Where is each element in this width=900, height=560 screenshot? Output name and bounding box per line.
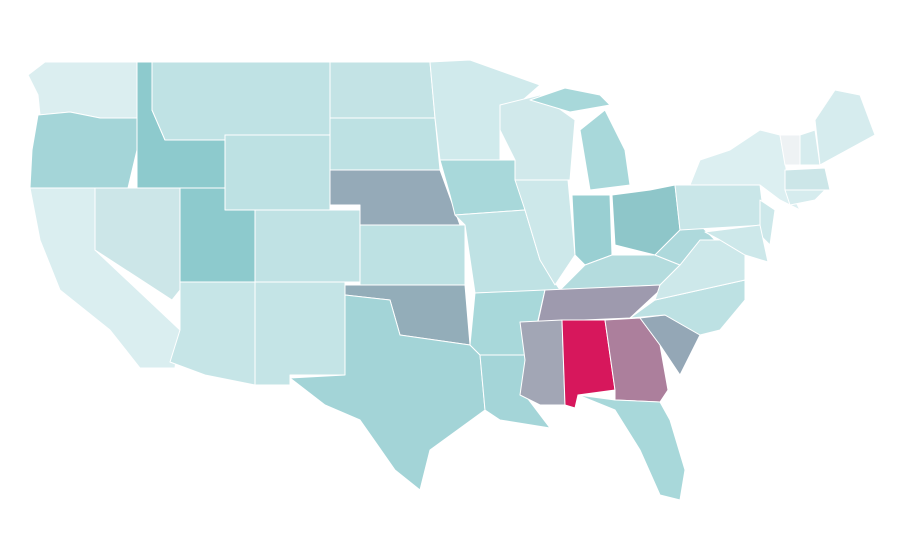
state-region	[629, 279, 746, 336]
state-region	[429, 59, 541, 161]
state-region	[329, 61, 436, 119]
state-region	[814, 89, 876, 166]
state-region	[784, 167, 831, 191]
regions	[27, 59, 876, 501]
state-region	[674, 184, 766, 231]
state-region	[759, 199, 776, 246]
state-region	[704, 224, 769, 263]
state-region	[27, 61, 138, 119]
state-region	[579, 109, 631, 191]
state-region	[519, 319, 566, 406]
state-region	[29, 111, 138, 189]
state-region	[224, 134, 331, 211]
state-region	[577, 394, 686, 501]
state-region	[514, 179, 576, 286]
state-region	[529, 87, 611, 113]
state-region	[151, 61, 331, 141]
state-region	[359, 224, 466, 286]
state-region	[254, 281, 346, 386]
state-region	[571, 194, 613, 266]
state-region	[439, 159, 526, 216]
state-region	[784, 189, 826, 206]
state-region	[537, 284, 661, 323]
state-region	[254, 209, 361, 283]
state-region	[289, 294, 486, 491]
state-region	[329, 117, 441, 171]
